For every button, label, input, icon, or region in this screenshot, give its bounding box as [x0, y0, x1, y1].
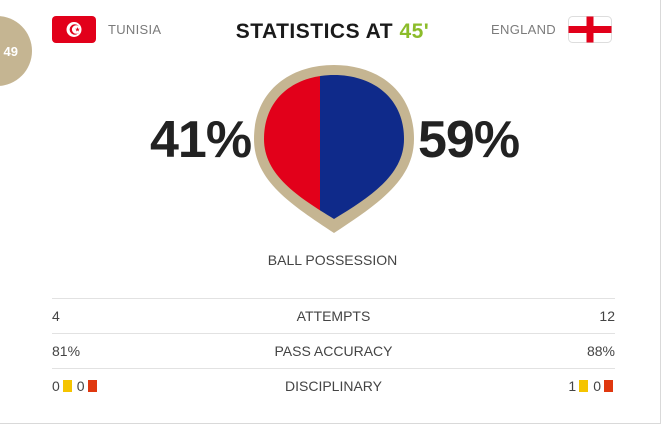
- possession-ball-icon: [254, 65, 414, 233]
- home-pass-accuracy: 81%: [52, 343, 81, 359]
- away-team-name: ENGLAND: [491, 22, 556, 37]
- table-row-pass-accuracy: 81% PASS ACCURACY 88%: [52, 333, 615, 368]
- england-flag-icon: [568, 16, 612, 43]
- table-row-attempts: 4 ATTEMPTS 12: [52, 298, 615, 333]
- home-team: TUNISIA: [52, 16, 161, 43]
- tunisia-flag-icon: [52, 16, 96, 43]
- red-card-icon: [604, 380, 613, 392]
- ball-possession-label: BALL POSSESSION: [267, 252, 398, 268]
- away-possession: 59%: [418, 111, 520, 169]
- pass-accuracy-label: PASS ACCURACY: [274, 343, 393, 359]
- match-number: 49: [3, 43, 18, 59]
- home-yellow-count: 0: [52, 378, 60, 394]
- attempts-label: ATTEMPTS: [296, 308, 371, 324]
- home-red-count: 0: [76, 378, 85, 394]
- match-minute: 45': [399, 20, 430, 43]
- red-card-icon: [87, 380, 97, 392]
- away-team: ENGLAND: [491, 16, 612, 43]
- home-disciplinary: 0 0: [52, 378, 99, 394]
- away-attempts: 12: [599, 308, 615, 324]
- table-row-disciplinary: 0 0 DISCIPLINARY 1 0: [52, 368, 615, 403]
- page-title: STATISTICS AT 45': [0, 20, 665, 44]
- home-team-name: TUNISIA: [108, 22, 162, 37]
- away-pass-accuracy: 88%: [586, 343, 615, 359]
- away-yellow-count: 1: [568, 378, 577, 394]
- yellow-card-icon: [579, 380, 589, 392]
- away-red-count: 0: [593, 378, 601, 394]
- away-disciplinary: 1 0: [568, 378, 615, 394]
- disciplinary-label: DISCIPLINARY: [285, 378, 382, 394]
- yellow-card-icon: [62, 380, 72, 392]
- home-attempts: 4: [52, 308, 60, 324]
- home-possession: 41%: [150, 111, 252, 169]
- title-text: STATISTICS AT: [235, 20, 394, 43]
- stats-table: 4 ATTEMPTS 12 81% PASS ACCURACY 88% 0 0 …: [52, 298, 615, 403]
